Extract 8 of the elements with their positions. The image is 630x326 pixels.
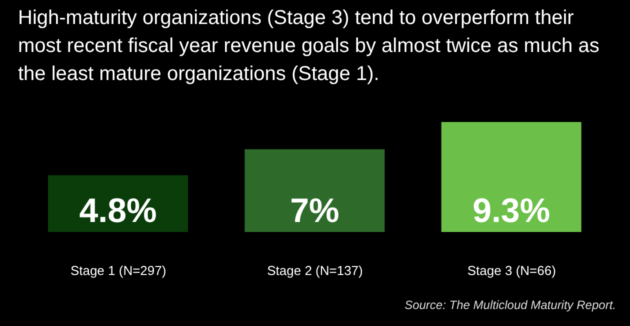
x-tick-label: Stage 3 (N=66) — [467, 263, 556, 278]
x-tick-label: Stage 2 (N=137) — [267, 263, 363, 278]
chart-title: High-maturity organizations (Stage 3) tend to overperform their most recent fiscal year revenue goals by almost twice as much as the least mature organizations (Stage 1). — [18, 6, 600, 87]
data-label: 4.8% — [79, 192, 157, 230]
source-note: Source: The Multicloud Maturity Report. — [404, 298, 616, 312]
x-tick-label: Stage 1 (N=297) — [70, 263, 166, 278]
data-label: 9.3% — [472, 192, 550, 230]
data-label: 7% — [290, 192, 340, 230]
